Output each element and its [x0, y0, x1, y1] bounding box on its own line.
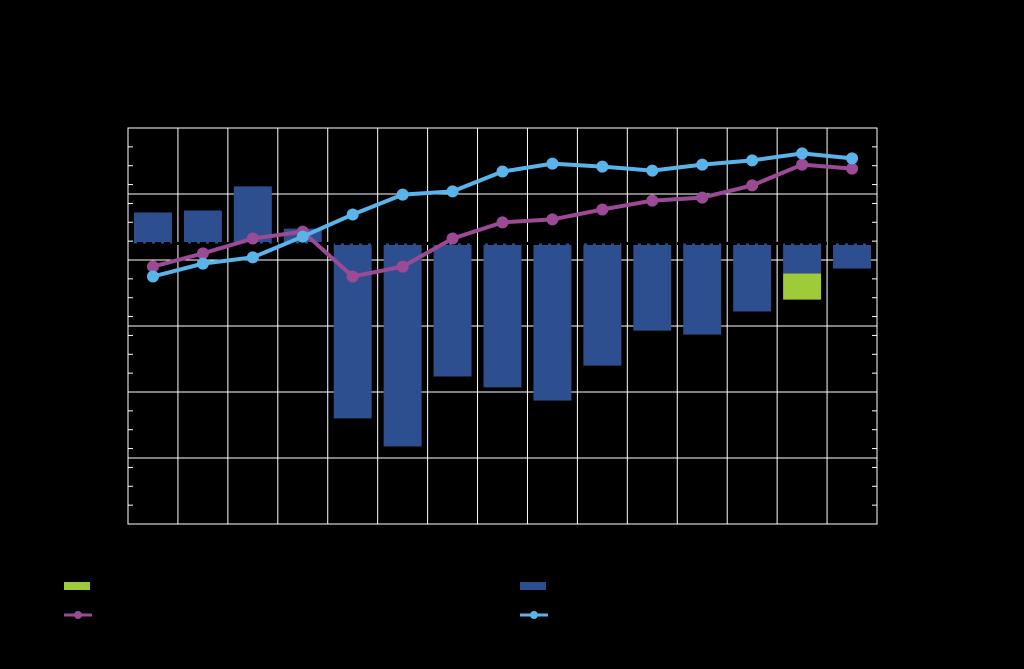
- marker: [546, 157, 559, 170]
- marker: [246, 232, 259, 245]
- marker: [746, 154, 759, 167]
- marker: [196, 257, 209, 270]
- bar: [183, 210, 222, 244]
- bar: [783, 243, 822, 274]
- marker: [296, 230, 309, 243]
- marker: [396, 188, 409, 201]
- legend-swatch: [64, 582, 90, 590]
- marker: [796, 158, 809, 171]
- legend-marker: [530, 611, 538, 619]
- bar: [333, 243, 372, 419]
- marker: [746, 179, 759, 192]
- marker: [346, 270, 359, 283]
- marker: [446, 232, 459, 245]
- marker: [696, 191, 709, 204]
- legend-marker: [74, 611, 82, 619]
- bar: [483, 243, 522, 388]
- marker: [796, 147, 809, 160]
- bar: [833, 243, 872, 269]
- marker: [496, 165, 509, 178]
- marker: [596, 203, 609, 216]
- marker: [596, 160, 609, 173]
- marker: [196, 247, 209, 260]
- marker: [696, 158, 709, 171]
- bar: [733, 243, 772, 312]
- bar: [633, 243, 672, 331]
- bar: [533, 243, 572, 401]
- bar: [583, 243, 622, 366]
- plot-border: [127, 127, 878, 525]
- marker: [646, 194, 659, 207]
- marker: [246, 251, 259, 264]
- marker: [646, 164, 659, 177]
- marker: [346, 208, 359, 221]
- bar: [683, 243, 722, 335]
- marker: [146, 270, 159, 283]
- legend-swatch: [520, 582, 546, 590]
- bar: [433, 243, 472, 377]
- marker: [496, 216, 509, 229]
- marker: [846, 152, 859, 165]
- marker: [546, 213, 559, 226]
- marker: [446, 185, 459, 198]
- bar: [383, 243, 422, 447]
- bar: [133, 212, 172, 244]
- marker: [146, 260, 159, 273]
- marker: [396, 260, 409, 273]
- bar: [783, 273, 822, 300]
- marker: [846, 162, 859, 175]
